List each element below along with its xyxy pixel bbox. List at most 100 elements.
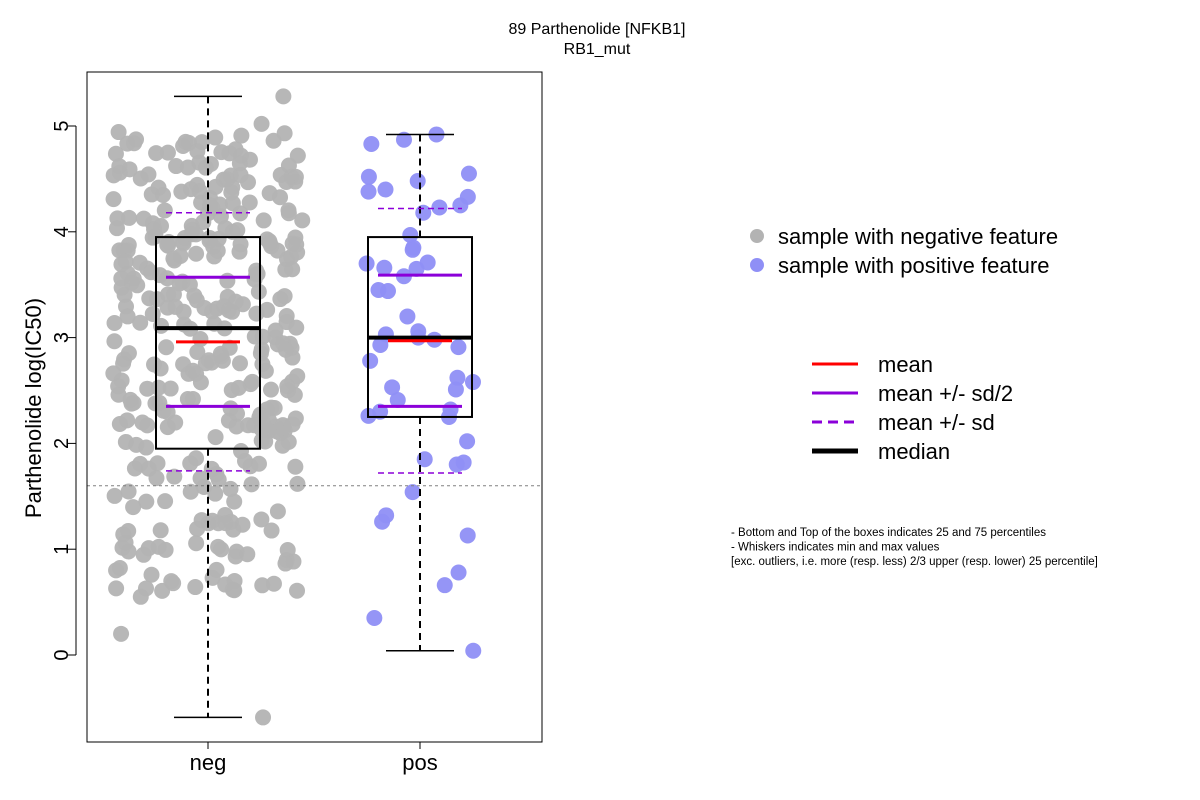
neg-point — [280, 205, 297, 222]
neg-point — [250, 455, 267, 472]
neg-point — [213, 541, 230, 558]
neg-point — [208, 561, 225, 578]
neg-point — [228, 418, 245, 435]
neg-point — [209, 242, 226, 259]
neg-point — [184, 221, 201, 238]
neg-point — [248, 262, 265, 279]
neg-point — [284, 349, 301, 366]
neg-point — [233, 127, 250, 144]
neg-point — [284, 235, 301, 252]
neg-point — [110, 124, 127, 141]
notes: - Bottom and Top of the boxes indicates … — [731, 527, 1098, 568]
neg-point — [226, 493, 243, 510]
neg-point — [232, 355, 249, 372]
neg-point — [143, 566, 160, 583]
neg-point — [110, 386, 127, 403]
legend-point-label: sample with positive feature — [778, 253, 1049, 278]
neg-point — [167, 414, 184, 431]
pos-point — [366, 609, 383, 626]
neg-point — [202, 197, 219, 214]
neg-point — [108, 580, 125, 597]
pos-point — [362, 352, 379, 369]
legend-point-marker — [750, 258, 764, 272]
neg-point — [132, 314, 149, 331]
neg-point — [111, 158, 128, 175]
neg-point — [149, 455, 166, 472]
neg-point — [263, 238, 280, 255]
neg-point — [182, 483, 199, 500]
iqr-box — [155, 236, 261, 450]
neg-point — [158, 339, 175, 356]
neg-point — [162, 380, 179, 397]
neg-point — [254, 577, 271, 594]
neg-point — [248, 305, 265, 322]
neg-point — [146, 221, 163, 238]
pos-point — [450, 339, 467, 356]
neg-point — [236, 453, 253, 470]
x-tick-label: pos — [402, 750, 437, 775]
pos-point — [360, 168, 377, 185]
neg-point — [125, 499, 142, 516]
pos-point — [376, 259, 393, 276]
neg-point — [218, 171, 235, 188]
neg-point — [128, 436, 145, 453]
neg-point — [188, 245, 205, 262]
neg-point — [134, 414, 151, 431]
neg-point — [244, 373, 261, 390]
neg-point — [278, 314, 295, 331]
neg-point — [173, 183, 190, 200]
neg-point — [166, 252, 183, 269]
pos-point — [363, 135, 380, 152]
neg-point — [139, 260, 156, 277]
pos-point — [465, 642, 482, 659]
neg-point — [279, 541, 296, 558]
neg-point — [107, 145, 124, 162]
neg-point — [240, 417, 257, 434]
neg-point — [265, 575, 282, 592]
pos-point — [395, 131, 412, 148]
y-tick-label: 2 — [51, 438, 73, 449]
neg-point — [275, 88, 292, 105]
neg-point — [279, 382, 296, 399]
neg-point — [182, 455, 199, 472]
neg-point — [267, 322, 284, 339]
neg-point — [289, 582, 306, 599]
neg-point — [197, 355, 214, 372]
pos-point — [374, 513, 391, 530]
neg-point — [269, 503, 286, 520]
neg-point — [257, 362, 274, 379]
neg-point — [207, 129, 224, 146]
neg-point — [202, 155, 219, 172]
y-tick-label: 3 — [51, 332, 73, 343]
neg-point — [106, 487, 123, 504]
neg-point — [105, 191, 122, 208]
neg-point — [243, 476, 260, 493]
neg-point — [217, 515, 234, 532]
neg-point — [207, 429, 224, 446]
neg-point — [157, 493, 174, 510]
neg-point — [121, 209, 138, 226]
neg-point — [276, 125, 293, 142]
y-tick-label: 5 — [51, 120, 73, 131]
plot-frame — [86, 71, 543, 743]
neg-point — [294, 212, 311, 229]
neg-point — [157, 541, 174, 558]
neg-point — [179, 159, 196, 176]
neg-point — [113, 270, 130, 287]
legend-point-label: sample with negative feature — [778, 224, 1058, 249]
legend: sample with negative feature sample with … — [750, 224, 1058, 464]
neg-point — [276, 288, 293, 305]
neg-point — [255, 709, 272, 726]
pos-point — [404, 241, 421, 258]
pos-point — [379, 283, 396, 300]
neg-point — [280, 433, 297, 450]
neg-point — [196, 299, 213, 316]
neg-point — [272, 166, 289, 183]
neg-point — [140, 166, 157, 183]
neg-point — [189, 343, 206, 360]
neg-point — [219, 288, 236, 305]
neg-point — [277, 555, 294, 572]
pos-point — [436, 577, 453, 594]
pos-point — [408, 260, 425, 277]
